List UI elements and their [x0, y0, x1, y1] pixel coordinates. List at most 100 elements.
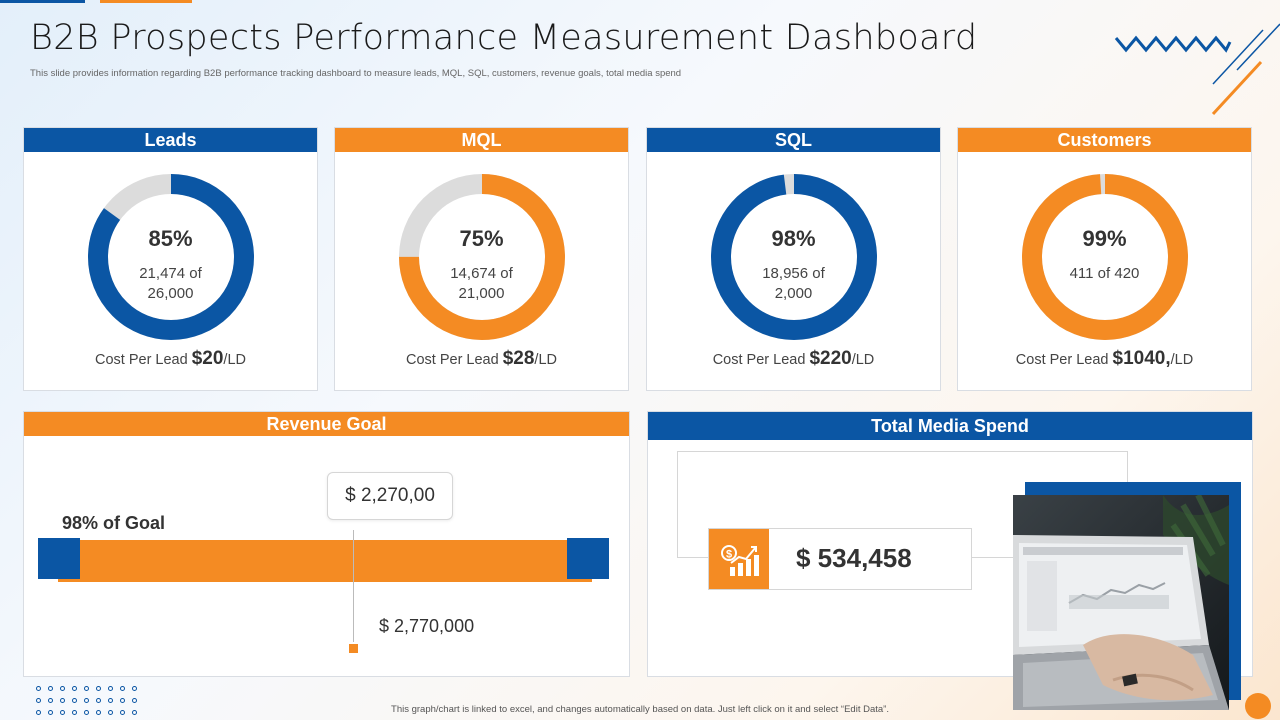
donut-chart: 98% 18,956 of 2,000: [709, 172, 879, 342]
page-subtitle: This slide provides information regardin…: [30, 68, 682, 79]
media-spend-icon-tile: $: [709, 529, 769, 589]
zigzag-decoration-icon: [1114, 35, 1232, 53]
cost-per-lead-unit: /LD: [223, 352, 246, 368]
donut-arc: [398, 174, 565, 340]
cost-per-lead-unit: /LD: [534, 352, 557, 368]
decoration-dot: [60, 710, 65, 715]
donut-svg: [87, 174, 254, 340]
donut-count-line2: 21,000: [458, 285, 505, 302]
donut-count-line1: 18,956 of: [762, 265, 825, 282]
donut-svg: [398, 174, 565, 340]
cost-per-lead-value: $28: [502, 348, 535, 369]
decoration-dot: [72, 698, 77, 703]
revenue-goal-card: Revenue Goal 98% of Goal $ 2,270,00 $ 2,…: [23, 411, 630, 677]
donut-arc: [1021, 174, 1188, 340]
diagonal-lines-decoration: [1211, 23, 1280, 116]
decoration-dot: [72, 686, 77, 691]
callout-connector-line: [353, 530, 354, 642]
footer-note: This graph/chart is linked to excel, and…: [391, 704, 889, 715]
cost-per-lead-value: $1040,: [1112, 348, 1171, 369]
dollar-growth-chart-icon: $: [721, 545, 759, 576]
cost-per-lead: Cost Per Lead $1040,/LD: [958, 348, 1251, 370]
decoration-dot: [84, 698, 89, 703]
donut-percent: 99%: [1082, 226, 1127, 251]
decoration-dot: [132, 710, 137, 715]
cost-per-lead-value: $20: [191, 348, 224, 369]
cost-per-lead-value: $220: [809, 348, 852, 369]
decoration-dot: [36, 698, 41, 703]
donut-count-line1: 411 of 420: [1069, 265, 1140, 282]
laptop-illustration: [1013, 495, 1229, 710]
donut-arc: [710, 174, 877, 340]
decoration-dot: [72, 710, 77, 715]
kpi-card-header: MQL: [335, 128, 628, 152]
kpi-card-mql: MQL 75% 14,674 of 21,000 Cost Per Lead $…: [334, 127, 629, 391]
donut-count: 14,674 of 21,000: [397, 264, 567, 304]
decoration-dot: [120, 698, 125, 703]
cost-per-lead-label: Cost Per Lead: [405, 352, 499, 368]
target-marker: [349, 644, 358, 653]
orange-circle-decoration: [1245, 693, 1271, 719]
top-accent-orange: [100, 0, 192, 3]
kpi-card-leads: Leads 85% 21,474 of 26,000 Cost Per Lead…: [23, 127, 318, 391]
decoration-dot: [96, 710, 101, 715]
decoration-dot: [108, 686, 113, 691]
kpi-card-header: SQL: [647, 128, 940, 152]
donut-count-line1: 21,474 of: [139, 265, 202, 282]
decoration-dot: [96, 686, 101, 691]
donut-arc: [87, 174, 254, 340]
decoration-dot: [108, 710, 113, 715]
donut-count-line2: 2,000: [774, 285, 813, 302]
donut-count: 21,474 of 26,000: [86, 264, 256, 304]
dots-decoration: [36, 686, 146, 720]
donut-percent: 75%: [459, 226, 504, 251]
donut-count-line1: 14,674 of: [450, 265, 513, 282]
cost-per-lead: Cost Per Lead $28/LD: [335, 348, 628, 370]
cost-per-lead-label: Cost Per Lead: [1015, 352, 1109, 368]
donut-percent: 98%: [771, 226, 816, 251]
cost-per-lead-unit: /LD: [851, 352, 875, 368]
decoration-dot: [60, 698, 65, 703]
decoration-dot: [36, 710, 41, 715]
donut-chart: 99% 411 of 420: [1020, 172, 1190, 342]
decoration-dot: [84, 710, 89, 715]
kpi-card-header: Leads: [24, 128, 317, 152]
decoration-dot: [120, 710, 125, 715]
revenue-goal-header: Revenue Goal: [24, 412, 629, 436]
revenue-progress-bar: [58, 540, 592, 582]
goal-percent-label: 98% of Goal: [62, 513, 166, 533]
cost-per-lead-label: Cost Per Lead: [94, 352, 188, 368]
revenue-target-value: $ 2,770,000: [379, 616, 475, 636]
cost-per-lead: Cost Per Lead $20/LD: [24, 348, 317, 370]
cost-per-lead: Cost Per Lead $220/LD: [647, 348, 940, 370]
page-title: B2B Prospects Performance Measurement Da…: [30, 18, 978, 58]
donut-chart: 85% 21,474 of 26,000: [86, 172, 256, 342]
decoration-dot: [96, 698, 101, 703]
decoration-dot: [48, 686, 53, 691]
progress-bar-end-cap: [567, 538, 609, 579]
laptop-photo: [1013, 495, 1229, 710]
svg-text:$: $: [726, 549, 732, 561]
donut-chart: 75% 14,674 of 21,000: [397, 172, 567, 342]
revenue-progress-fill: [58, 540, 582, 582]
donut-count-line2: 26,000: [147, 285, 194, 302]
revenue-achieved-callout: $ 2,270,00: [327, 472, 453, 520]
cost-per-lead-label: Cost Per Lead: [712, 352, 806, 368]
media-spend-value: $ 534,458: [796, 543, 912, 573]
decoration-dot: [132, 698, 137, 703]
decoration-dot: [36, 686, 41, 691]
progress-bar-start-cap: [38, 538, 80, 579]
media-spend-header: Total Media Spend: [648, 412, 1252, 440]
donut-svg: [1021, 174, 1188, 340]
decoration-dot: [120, 686, 125, 691]
kpi-card-header: Customers: [958, 128, 1251, 152]
kpi-card-sql: SQL 98% 18,956 of 2,000 Cost Per Lead $2…: [646, 127, 941, 391]
decoration-dot: [84, 686, 89, 691]
donut-count: 18,956 of 2,000: [709, 264, 879, 304]
decoration-dot: [108, 698, 113, 703]
donut-svg: [710, 174, 877, 340]
decoration-dot: [48, 698, 53, 703]
donut-count: 411 of 420: [1020, 264, 1190, 284]
decoration-dot: [60, 686, 65, 691]
donut-percent: 85%: [148, 226, 193, 251]
